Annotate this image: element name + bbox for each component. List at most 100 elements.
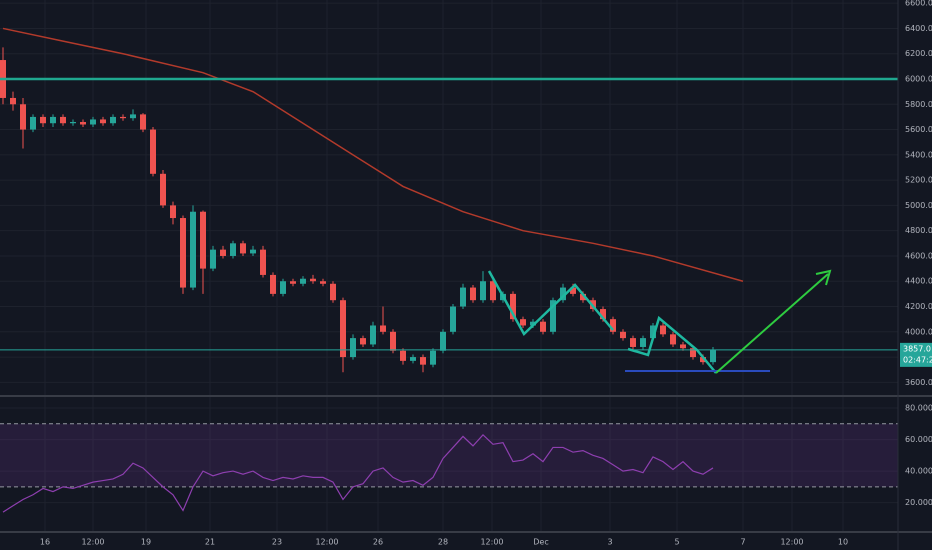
candle-body [330,283,336,301]
candle-body [360,338,366,345]
y-tick-label: 4800.0 [905,226,932,235]
candle-body [340,300,346,358]
candle-body [80,121,86,125]
candle-body [270,274,276,294]
candle-body [210,249,216,269]
y-tick-label: 4000.0 [905,327,932,336]
candle-body [670,334,676,345]
candle-body [510,293,516,320]
y-tick-label: 5800.0 [905,100,932,109]
y-tick-label: 5400.0 [905,150,932,159]
candle-body [140,114,146,130]
x-tick-label: 28 [438,538,448,547]
countdown: 02:47:24 [903,355,932,364]
candle-body [250,249,256,254]
candle-body [60,116,66,124]
candle-body [520,319,526,326]
candle-body [30,116,36,130]
candle-body [450,306,456,332]
candle-body [150,129,156,174]
candle-body [310,278,316,282]
candle-body [490,281,496,301]
y-tick-label: 5200.0 [905,176,932,185]
y-tick-label: 6400.0 [905,24,932,33]
x-tick-label: 7 [740,538,745,547]
candle-body [460,287,466,307]
candle-body [680,344,686,349]
candle-body [540,321,546,332]
candle-body [440,331,446,351]
x-tick-label: 12:00 [780,538,803,547]
y-tick-label: 3600.0 [905,378,932,387]
y-tick-label: 4400.0 [905,277,932,286]
x-tick-label: 12:00 [81,538,104,547]
x-tick-label: 23 [272,538,282,547]
candle-body [280,281,286,294]
candle-body [180,218,186,288]
candle-body [260,249,266,275]
x-tick-label: Dec [533,538,548,547]
candle-body [400,350,406,361]
y-tick-label: 5000.0 [905,201,932,210]
y-tick-label: 40.0000 [905,467,932,476]
candle-body [390,331,396,351]
candle-body [630,338,636,347]
last-price-box [900,342,932,367]
candle-body [420,357,426,365]
plot [0,27,898,513]
projection-arrow [715,273,829,374]
y-tick-label: 6000.0 [905,75,932,84]
candle-body [410,357,416,361]
candle-body [20,104,26,130]
candle-body [470,287,476,301]
y-tick-label: 6200.0 [905,49,932,58]
candle-body [290,281,296,284]
candle-body [170,205,176,219]
candle-body [200,211,206,269]
candle-body [70,121,76,124]
candle-body [660,325,666,335]
y-tick-label: 6600.0 [905,0,932,8]
y-tick-label: 5600.0 [905,125,932,134]
candle-body [190,211,196,288]
y-tick-label: 80.0000 [905,404,932,413]
candle-body [320,281,326,284]
candle-body [220,249,226,256]
candle-body [480,281,486,301]
candle-body [530,321,536,326]
candle-body [560,287,566,301]
candle-body [160,173,166,206]
y-tick-label: 4600.0 [905,251,932,260]
candle-body [610,319,616,332]
pattern-drawing [627,315,717,374]
candle-body [120,116,126,119]
candle-body [90,119,96,125]
grid [0,0,898,531]
labels: 3600.03800.04000.04200.04400.04600.04800… [40,0,932,547]
arrow-head [815,269,832,286]
last-price-label: 3857.0 [903,344,931,353]
candle-body [110,116,116,124]
candle-body [580,293,586,301]
x-tick-label: 12:00 [315,538,338,547]
x-tick-label: 12:00 [480,538,503,547]
candle-body [240,243,246,254]
candle-body [570,287,576,294]
candle-body [700,357,706,363]
x-tick-label: 26 [373,538,383,547]
candle-body [230,243,236,256]
y-tick-label: 4200.0 [905,302,932,311]
candle-body [130,114,136,119]
candle-body [10,97,16,105]
candle-body [380,325,386,332]
moving-average [2,27,744,282]
x-tick-label: 10 [838,538,848,547]
candle-body [640,338,646,347]
x-tick-label: 5 [674,538,679,547]
candle-body [100,119,106,124]
x-tick-label: 21 [205,538,215,547]
x-tick-label: 3 [607,538,612,547]
candle-body [600,309,606,320]
y-tick-label: 60.0000 [905,435,932,444]
candle-body [300,278,306,284]
